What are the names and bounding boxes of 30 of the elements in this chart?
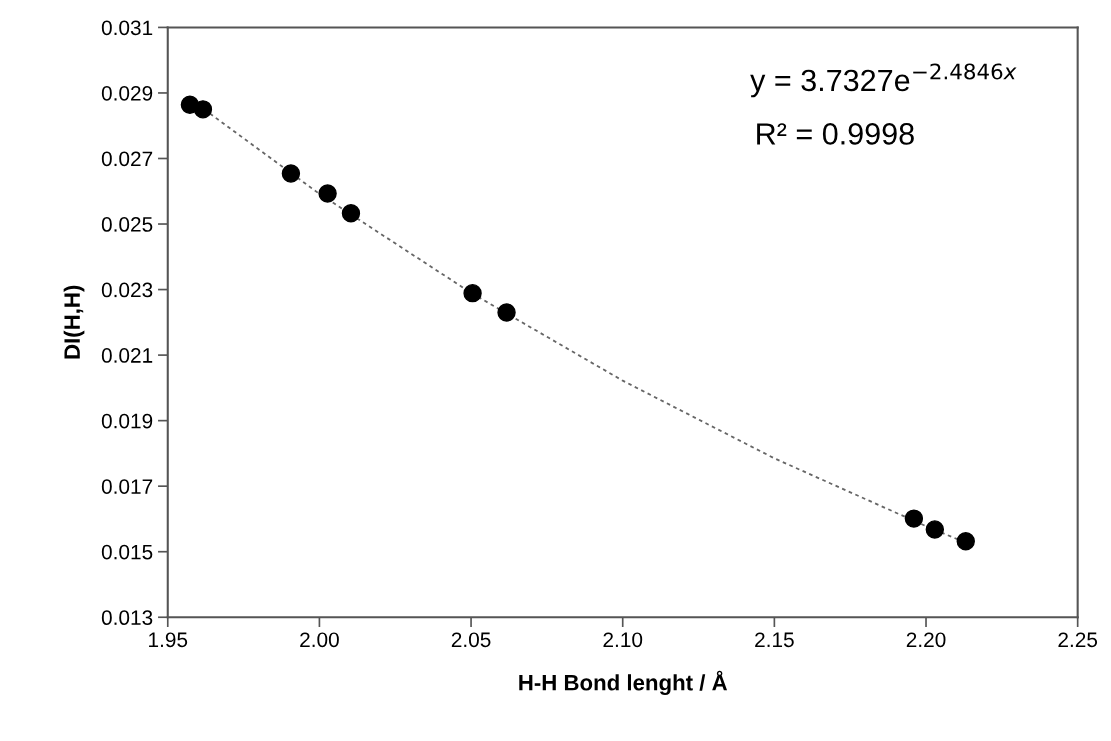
- x-tick-label: 2.00: [300, 632, 339, 648]
- y-tick-label: 0.031: [101, 20, 153, 36]
- y-tick-label: 0.015: [101, 544, 153, 560]
- x-tick-label: 2.20: [906, 632, 946, 648]
- point: [497, 303, 516, 322]
- x-tick-label: 2.15: [755, 632, 794, 648]
- annotation: y = 3.7327e$^{−2.4846x}$: [750, 63, 1017, 98]
- point: [193, 100, 213, 119]
- point: [318, 184, 337, 203]
- y-tick-label: 0.017: [101, 479, 153, 494]
- point: [956, 532, 975, 551]
- y-tick-label: 0.021: [101, 348, 153, 363]
- y-tick-label: 0.019: [101, 413, 153, 429]
- x-tick-label: 2.05: [451, 632, 491, 648]
- y-tick-label: 0.013: [101, 610, 153, 626]
- y-tick-label: 0.025: [101, 217, 153, 232]
- point: [463, 283, 482, 303]
- point: [925, 520, 945, 539]
- y-tick-label: 0.029: [101, 85, 153, 101]
- x-axis-title: H-H Bond lenght / Å: [519, 670, 728, 696]
- point: [341, 204, 361, 223]
- y-axis-title: DI(H,H): [63, 285, 85, 359]
- point: [281, 164, 301, 183]
- y-tick-label: 0.027: [101, 151, 153, 167]
- x-tick-label: 2.25: [1058, 632, 1098, 648]
- x-tick-label: 1.95: [149, 632, 188, 648]
- x-tick-label: 2.10: [603, 632, 643, 648]
- point: [904, 509, 924, 528]
- y-tick-label: 0.023: [101, 282, 153, 298]
- annotation: R² = 0.9998: [757, 123, 914, 145]
